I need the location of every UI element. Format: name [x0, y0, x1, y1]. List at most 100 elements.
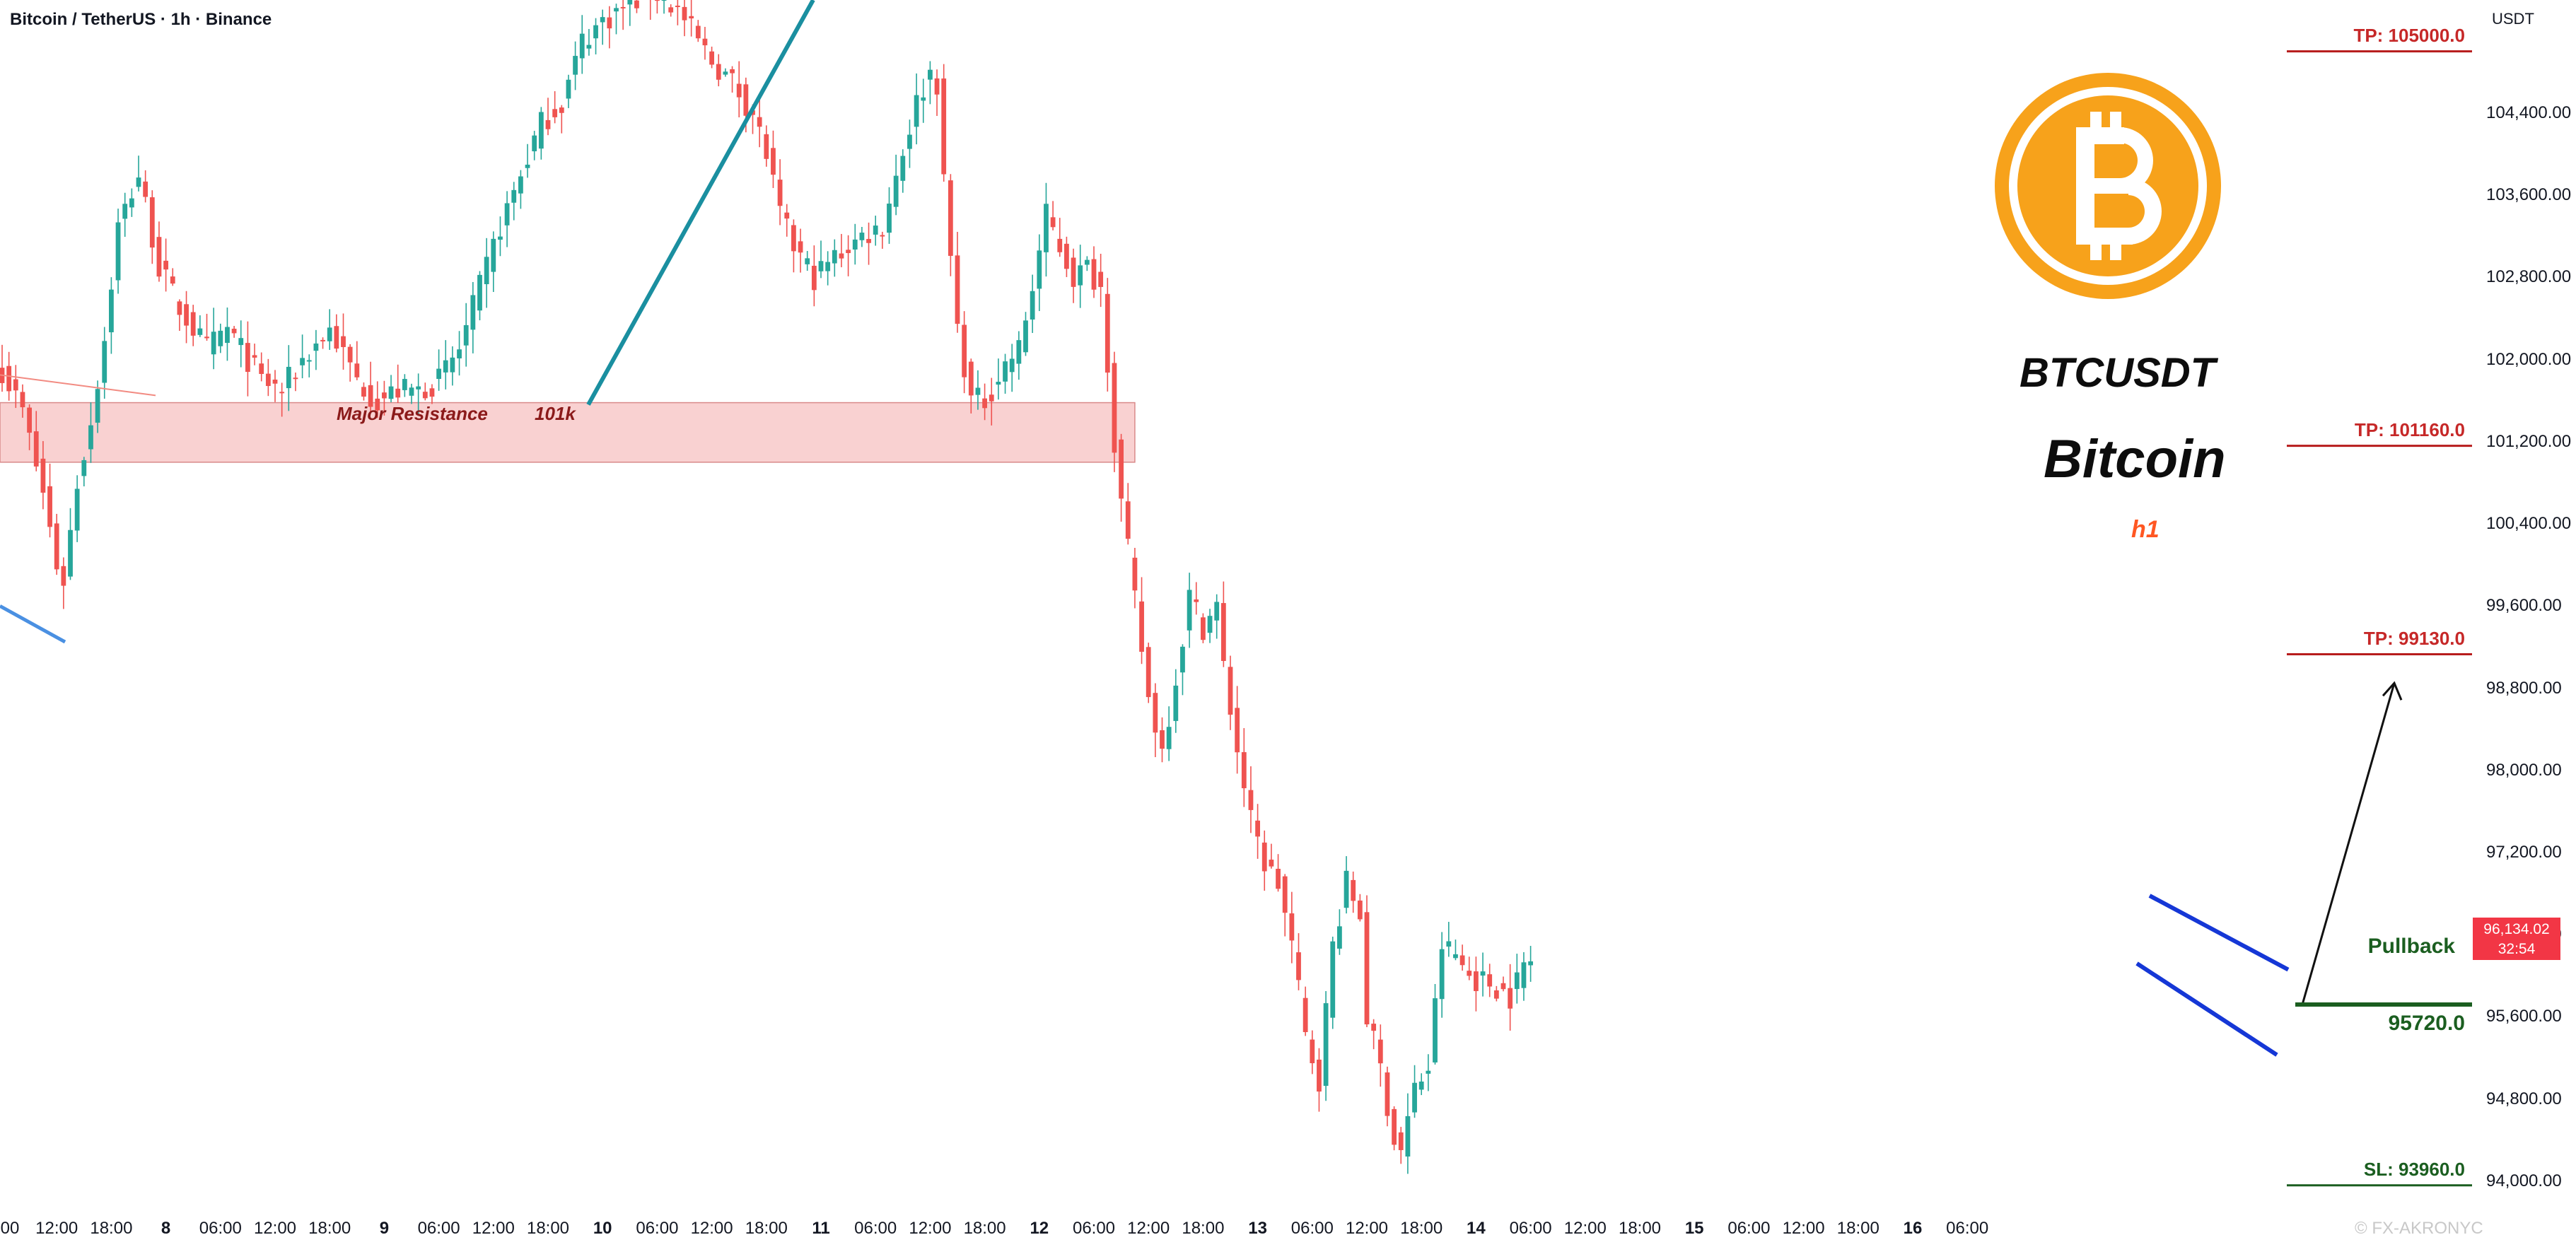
candle-body — [1508, 988, 1513, 1009]
candle-body — [1064, 243, 1069, 269]
candle-body — [1351, 879, 1356, 901]
candle-body — [511, 189, 517, 203]
candle-body — [422, 392, 428, 399]
candle-body — [1474, 971, 1479, 991]
candle-body — [177, 301, 182, 315]
candle-body — [1310, 1039, 1315, 1064]
y-tick-label: 102,000.00 — [2486, 349, 2572, 369]
level-label-4: SL: 93960.0 — [2363, 1158, 2465, 1180]
candle-body — [1207, 616, 1213, 633]
candle-body — [109, 289, 114, 333]
candle-body — [1412, 1082, 1417, 1113]
axis-unit-label[interactable]: USDT — [2492, 10, 2534, 28]
candle-body — [1214, 602, 1220, 621]
candle-body — [341, 336, 346, 347]
candle-body — [538, 112, 544, 149]
x-tick-label: 18:00 — [90, 1219, 133, 1238]
candle-body — [1125, 501, 1131, 539]
candle-body — [989, 394, 994, 402]
asset-name-text: Bitcoin — [2044, 429, 2226, 489]
candle-body — [197, 328, 203, 335]
candle-body — [566, 79, 571, 99]
candle-body — [1153, 693, 1158, 733]
candle-body — [463, 324, 469, 346]
candle-body — [27, 407, 32, 433]
candle-body — [1282, 876, 1288, 913]
candle-body — [934, 78, 940, 95]
candle-body — [634, 0, 639, 8]
candle-body — [1078, 265, 1083, 286]
candle-body — [320, 339, 325, 341]
candle-body — [771, 148, 776, 175]
x-tick-label: 06:00 — [854, 1219, 897, 1238]
x-tick-label: 18:00 — [1400, 1219, 1443, 1238]
x-tick-label: 11 — [812, 1219, 830, 1238]
candle-body — [68, 529, 73, 577]
candle-body — [1228, 667, 1233, 715]
target-arrow — [2301, 682, 2396, 1005]
candle-body — [265, 373, 271, 387]
x-tick-label: 06:00 — [1290, 1219, 1334, 1238]
candle-body — [1201, 617, 1206, 640]
candle-body — [1385, 1072, 1390, 1116]
candle-body — [1371, 1024, 1377, 1031]
candle-body — [859, 233, 865, 240]
resistance-label: Major Resistance — [337, 403, 488, 424]
candle-body — [1480, 971, 1486, 976]
candle-body — [279, 392, 285, 394]
candle-body — [327, 327, 332, 341]
timeframe-text: h1 — [2131, 516, 2160, 543]
candle-body — [586, 45, 592, 49]
chart-title: Bitcoin / TetherUS · 1h · Binance — [10, 10, 272, 29]
candle-body — [614, 8, 619, 12]
candle-body — [1003, 361, 1008, 382]
candle-body — [982, 398, 987, 409]
channel-lower-line — [2135, 961, 2278, 1057]
x-tick-label: 18:00 — [1182, 1219, 1225, 1238]
candle-body — [702, 38, 708, 46]
candle-body — [143, 181, 148, 197]
y-tick-label: 100,400.00 — [2486, 514, 2572, 534]
candle-body — [1418, 1081, 1424, 1090]
candle-body — [1528, 961, 1533, 966]
candle-body — [491, 238, 496, 272]
level-label-2: TP: 99130.0 — [2363, 627, 2465, 649]
candle-body — [382, 392, 387, 399]
candle-body — [429, 388, 435, 397]
bar-countdown: 32:54 — [2498, 941, 2536, 957]
candle-body — [955, 255, 960, 324]
candle-body — [286, 366, 291, 389]
candle-body — [484, 257, 489, 284]
left-trendline — [0, 374, 156, 397]
channel-upper-line — [2148, 894, 2290, 972]
candle-body — [552, 109, 558, 117]
candle-body — [695, 25, 701, 39]
candle-body — [627, 0, 633, 5]
pullback-label: Pullback — [2367, 935, 2455, 958]
y-tick-label: 95,600.00 — [2486, 1007, 2562, 1026]
y-tick-label: 94,800.00 — [2486, 1089, 2562, 1108]
candle-body — [668, 7, 674, 13]
candle-body — [1405, 1116, 1411, 1157]
candle-body — [1467, 971, 1472, 976]
candle-body — [354, 363, 360, 377]
candle-body — [1220, 603, 1226, 661]
x-tick-label: 12:00 — [35, 1219, 78, 1238]
candle-body — [839, 253, 844, 259]
candle-body — [1487, 974, 1493, 987]
x-tick-label: 18:00 — [1836, 1219, 1879, 1238]
candle-body — [832, 250, 837, 264]
candle-body — [74, 488, 80, 531]
x-tick-label: 10 — [593, 1219, 612, 1238]
x-tick-label: 12:00 — [1563, 1219, 1607, 1238]
candle-body — [102, 341, 107, 383]
resistance-value-label: 101k — [535, 403, 576, 424]
candle-body — [805, 258, 810, 264]
candle-body — [1269, 860, 1274, 867]
candle-body — [846, 250, 851, 253]
x-tick-label: 13 — [1248, 1219, 1267, 1238]
candle-body — [1098, 271, 1104, 287]
candle-body — [545, 119, 551, 129]
